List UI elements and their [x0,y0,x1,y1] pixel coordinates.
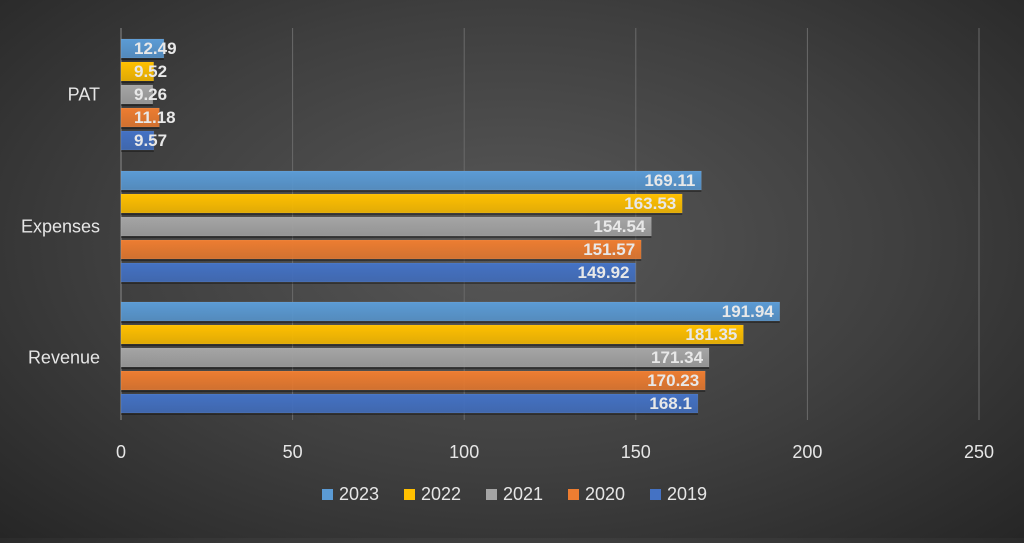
bar-revenue-2022 [120,324,744,345]
bar-pat-2021 [120,84,154,105]
data-label-pat-2023: 12.49 [134,39,177,58]
data-label-pat-2019: 9.57 [134,131,167,150]
category-label-expenses: Expenses [21,217,100,237]
category-label-revenue: Revenue [28,348,100,368]
bar-pat-2019 [120,130,155,151]
bar-revenue-2023 [120,301,780,322]
data-label-revenue-2021: 171.34 [651,348,704,367]
data-label-revenue-2019: 168.1 [649,394,692,413]
legend-swatch-2020 [568,489,579,500]
data-label-revenue-2020: 170.23 [647,371,699,390]
bar-revenue-2020 [120,370,706,391]
bar-revenue-2019 [120,393,699,414]
data-label-pat-2022: 9.52 [134,62,167,81]
legend-label-2023: 2023 [339,484,379,504]
data-label-pat-2020: 11.18 [134,108,176,127]
bar-expenses-2019 [120,262,636,283]
data-label-expenses-2022: 163.53 [624,194,676,213]
legend-label-2021: 2021 [503,484,543,504]
x-tick-label-50: 50 [283,442,303,462]
data-label-expenses-2023: 169.11 [644,171,695,190]
bar-expenses-2020 [120,239,642,260]
legend-swatch-2021 [486,489,497,500]
x-tick-label-100: 100 [449,442,479,462]
bar-expenses-2021 [120,216,652,237]
legend-label-2022: 2022 [421,484,461,504]
legend-swatch-2022 [404,489,415,500]
legend-swatch-2019 [650,489,661,500]
category-label-pat: PAT [68,85,100,105]
data-label-expenses-2021: 154.54 [593,217,646,236]
legend-swatch-2023 [322,489,333,500]
bar-expenses-2022 [120,193,683,214]
x-tick-label-250: 250 [964,442,994,462]
data-label-pat-2021: 9.26 [134,85,167,104]
bar-expenses-2023 [120,170,702,191]
bar-pat-2020 [120,107,160,128]
legend-label-2019: 2019 [667,484,707,504]
bar-pat-2023 [120,38,165,59]
x-tick-label-0: 0 [116,442,126,462]
bar-revenue-2021 [120,347,710,368]
data-label-revenue-2023: 191.94 [722,302,775,321]
data-label-expenses-2019: 149.92 [578,263,630,282]
bar-pat-2022 [120,61,154,82]
data-label-revenue-2022: 181.35 [685,325,737,344]
data-label-expenses-2020: 151.57 [583,240,635,259]
x-tick-label-200: 200 [792,442,822,462]
x-tick-label-150: 150 [621,442,651,462]
legend-label-2020: 2020 [585,484,625,504]
